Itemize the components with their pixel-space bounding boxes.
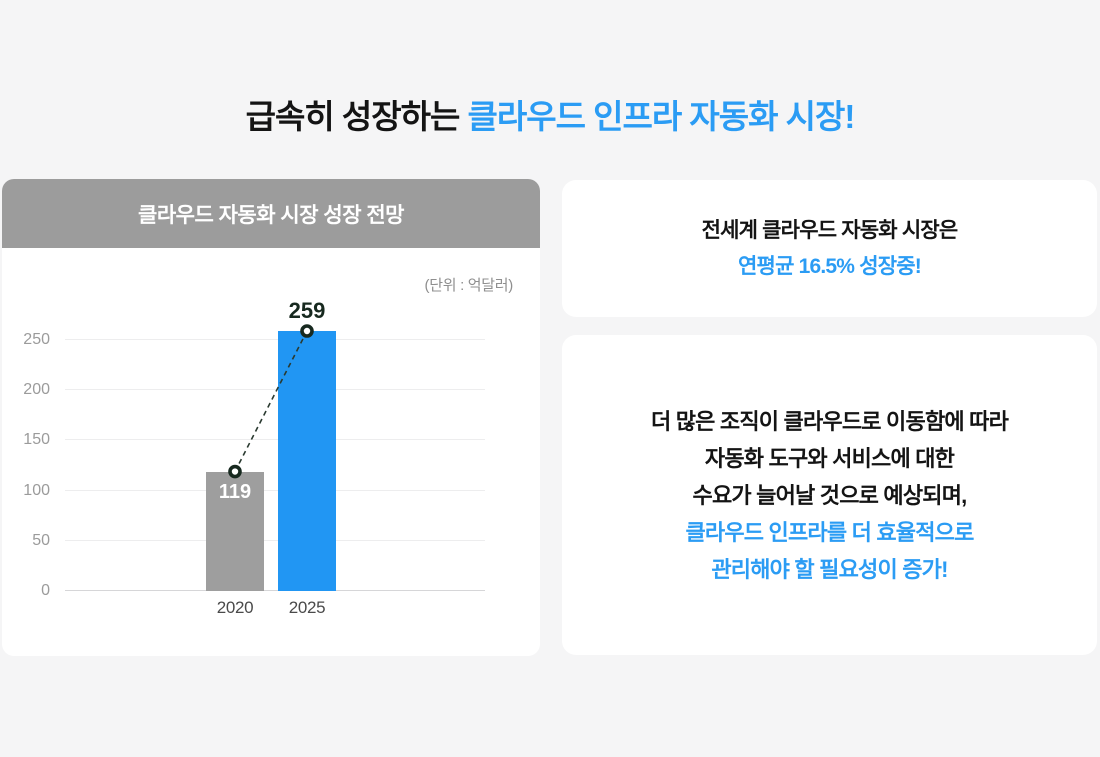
trend-dashed-line	[234, 330, 308, 472]
trend-line-overlay	[228, 324, 314, 479]
gridline	[65, 439, 485, 441]
y-axis: 0 50 100 150 200 250	[2, 329, 50, 599]
y-tick-label: 100	[23, 481, 50, 499]
info-text-line-highlight: 연평균 16.5% 성장중!	[738, 254, 922, 278]
chart-card-header: 클라우드 자동화 시장 성장 전망	[2, 179, 540, 248]
y-tick-label: 250	[23, 331, 50, 349]
chart-card-title: 클라우드 자동화 시장 성장 전망	[138, 203, 405, 227]
bar-chart-plot: 119 2020 259 2025	[65, 298, 485, 617]
data-point-marker	[300, 324, 314, 338]
info-text-line: 자동화 도구와 서비스에 대한	[704, 445, 955, 471]
info-text-line: 더 많은 조직이 클라우드로 이동함에 따라	[650, 408, 1009, 434]
gridline	[65, 489, 485, 491]
page-title-blue: 클라우드 인프라 자동화 시장!	[467, 98, 856, 135]
bar-value-label: 259	[288, 298, 326, 324]
bar-value-label: 119	[218, 480, 252, 503]
x-axis-line	[65, 590, 485, 591]
gridline	[65, 339, 485, 341]
chart-unit-label: (단위 : 억달러)	[424, 277, 514, 294]
info-text-line-highlight: 관리해야 할 필요성이 증가!	[711, 556, 948, 582]
y-tick-label: 150	[23, 431, 50, 449]
info-text-line: 수요가 늘어날 것으로 예상되며,	[692, 482, 968, 508]
x-tick-label: 2020	[216, 598, 254, 617]
gridline	[65, 389, 485, 391]
chart-area: (단위 : 억달러) 0 50 100 150 200 250 119 2020 259 202…	[2, 248, 540, 656]
page-title: 급속히 성장하는 클라우드 인프라 자동화 시장!	[0, 90, 1100, 138]
data-point-marker	[228, 464, 242, 479]
x-tick-label: 2025	[288, 598, 326, 617]
bar-2025	[278, 331, 336, 591]
info-text-line-highlight: 클라우드 인프라를 더 효율적으로	[685, 519, 974, 545]
page-title-black: 급속히 성장하는	[245, 98, 468, 135]
chart-card: 클라우드 자동화 시장 성장 전망 (단위 : 억달러) 0 50 100 150 20…	[2, 179, 540, 656]
info-text-line: 전세계 클라우드 자동화 시장은	[701, 218, 959, 242]
info-card-outlook: 더 많은 조직이 클라우드로 이동함에 따라 자동화 도구와 서비스에 대한 수…	[562, 335, 1097, 655]
y-tick-label: 0	[41, 582, 50, 599]
gridline	[65, 539, 485, 541]
y-tick-label: 200	[23, 381, 50, 399]
y-tick-label: 50	[32, 531, 50, 549]
bar-2020	[206, 471, 264, 591]
info-card-growth-rate: 전세계 클라우드 자동화 시장은 연평균 16.5% 성장중!	[562, 180, 1097, 317]
